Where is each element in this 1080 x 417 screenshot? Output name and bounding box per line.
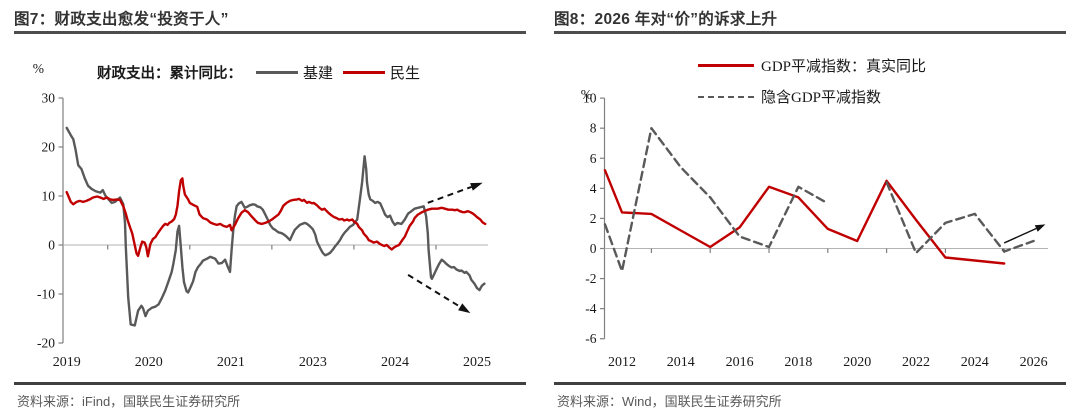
red-line-sample-icon — [343, 70, 386, 74]
svg-text:2: 2 — [590, 211, 597, 226]
svg-text:10: 10 — [42, 189, 56, 204]
svg-text:2016: 2016 — [726, 355, 754, 370]
svg-text:2024: 2024 — [961, 355, 989, 370]
svg-text:4: 4 — [590, 181, 597, 196]
figure8-source: 资料来源：Wind，国联民生证券研究所 — [557, 394, 782, 409]
svg-text:2022: 2022 — [902, 355, 930, 370]
gray-line-sample-icon — [256, 70, 298, 74]
svg-text:2024: 2024 — [381, 355, 409, 370]
svg-text:10: 10 — [583, 91, 597, 106]
legend-item-livelihood: 民生 — [343, 62, 420, 83]
red-line-sample-icon — [698, 64, 754, 67]
figure7-title-underline — [14, 31, 526, 34]
dashed-line-sample-icon — [698, 95, 754, 98]
figure7-title: 图7：财政支出愈发“投资于人” — [14, 11, 229, 28]
legend-label-infrastructure: 基建 — [303, 65, 334, 82]
figure7-panel: 图7：财政支出愈发“投资于人” 财政支出：累计同比： 基建 民生 30 20 10 0… — [14, 11, 526, 409]
figure7-legend-prefix: 财政支出：累计同比： — [97, 65, 242, 82]
figure8-plot-area: 10 8 6 4 2 0 -2 -4 -6 2012 2014 2016 2018 2020 2022 202… — [581, 87, 1048, 370]
svg-text:2012: 2012 — [608, 355, 636, 370]
svg-text:6: 6 — [590, 151, 597, 166]
svg-text:-2: -2 — [585, 271, 596, 286]
figure7-legend: 财政支出：累计同比： 基建 民生 — [97, 60, 430, 84]
svg-text:2020: 2020 — [135, 355, 163, 370]
legend-item-gdp-deflator: GDP平减指数：真实同比 — [698, 50, 926, 81]
svg-text:20: 20 — [42, 140, 56, 155]
legend-item-implied-deflator: 隐含GDP平减指数 — [698, 81, 926, 112]
svg-text:2023: 2023 — [299, 355, 327, 370]
svg-text:-6: -6 — [585, 331, 596, 346]
svg-text:2014: 2014 — [667, 355, 695, 370]
svg-text:2021: 2021 — [217, 355, 245, 370]
svg-text:%: % — [581, 87, 592, 102]
figure8-legend: GDP平减指数：真实同比 隐含GDP平减指数 — [698, 50, 926, 112]
svg-text:2018: 2018 — [784, 355, 812, 370]
legend-item-infrastructure: 基建 — [256, 62, 333, 83]
svg-text:-4: -4 — [585, 301, 596, 316]
svg-text:-10: -10 — [37, 287, 55, 302]
figure7-plot-area: 30 20 10 0 -10 -20 2019 2020 2021 2023 2024 2025% — [33, 61, 491, 370]
svg-text:0: 0 — [48, 238, 55, 253]
figure8-panel: 图8：2026 年对“价”的诉求上升 GDP平减指数：真实同比 隐含GDP平减指… — [540, 0, 1080, 417]
legend-label-livelihood: 民生 — [390, 65, 421, 82]
svg-text:2019: 2019 — [53, 355, 81, 370]
legend-label-gdp-deflator: GDP平减指数：真实同比 — [761, 59, 927, 75]
figure8-title-underline — [554, 31, 1066, 34]
svg-text:%: % — [33, 61, 44, 76]
legend-label-implied-deflator: 隐含GDP平减指数 — [761, 90, 882, 106]
svg-text:2026: 2026 — [1020, 355, 1048, 370]
svg-text:30: 30 — [42, 91, 56, 106]
svg-text:2020: 2020 — [843, 355, 871, 370]
svg-text:0: 0 — [590, 241, 597, 256]
figure8-title: 图8：2026 年对“价”的诉求上升 — [554, 11, 778, 28]
figure7-footer-rule — [14, 382, 526, 385]
svg-text:8: 8 — [590, 121, 597, 136]
figure7-source: 资料来源：iFind，国联民生证券研究所 — [17, 394, 241, 409]
svg-text:2025: 2025 — [463, 355, 491, 370]
figure8-footer-rule — [554, 382, 1066, 385]
svg-text:-20: -20 — [37, 336, 55, 351]
